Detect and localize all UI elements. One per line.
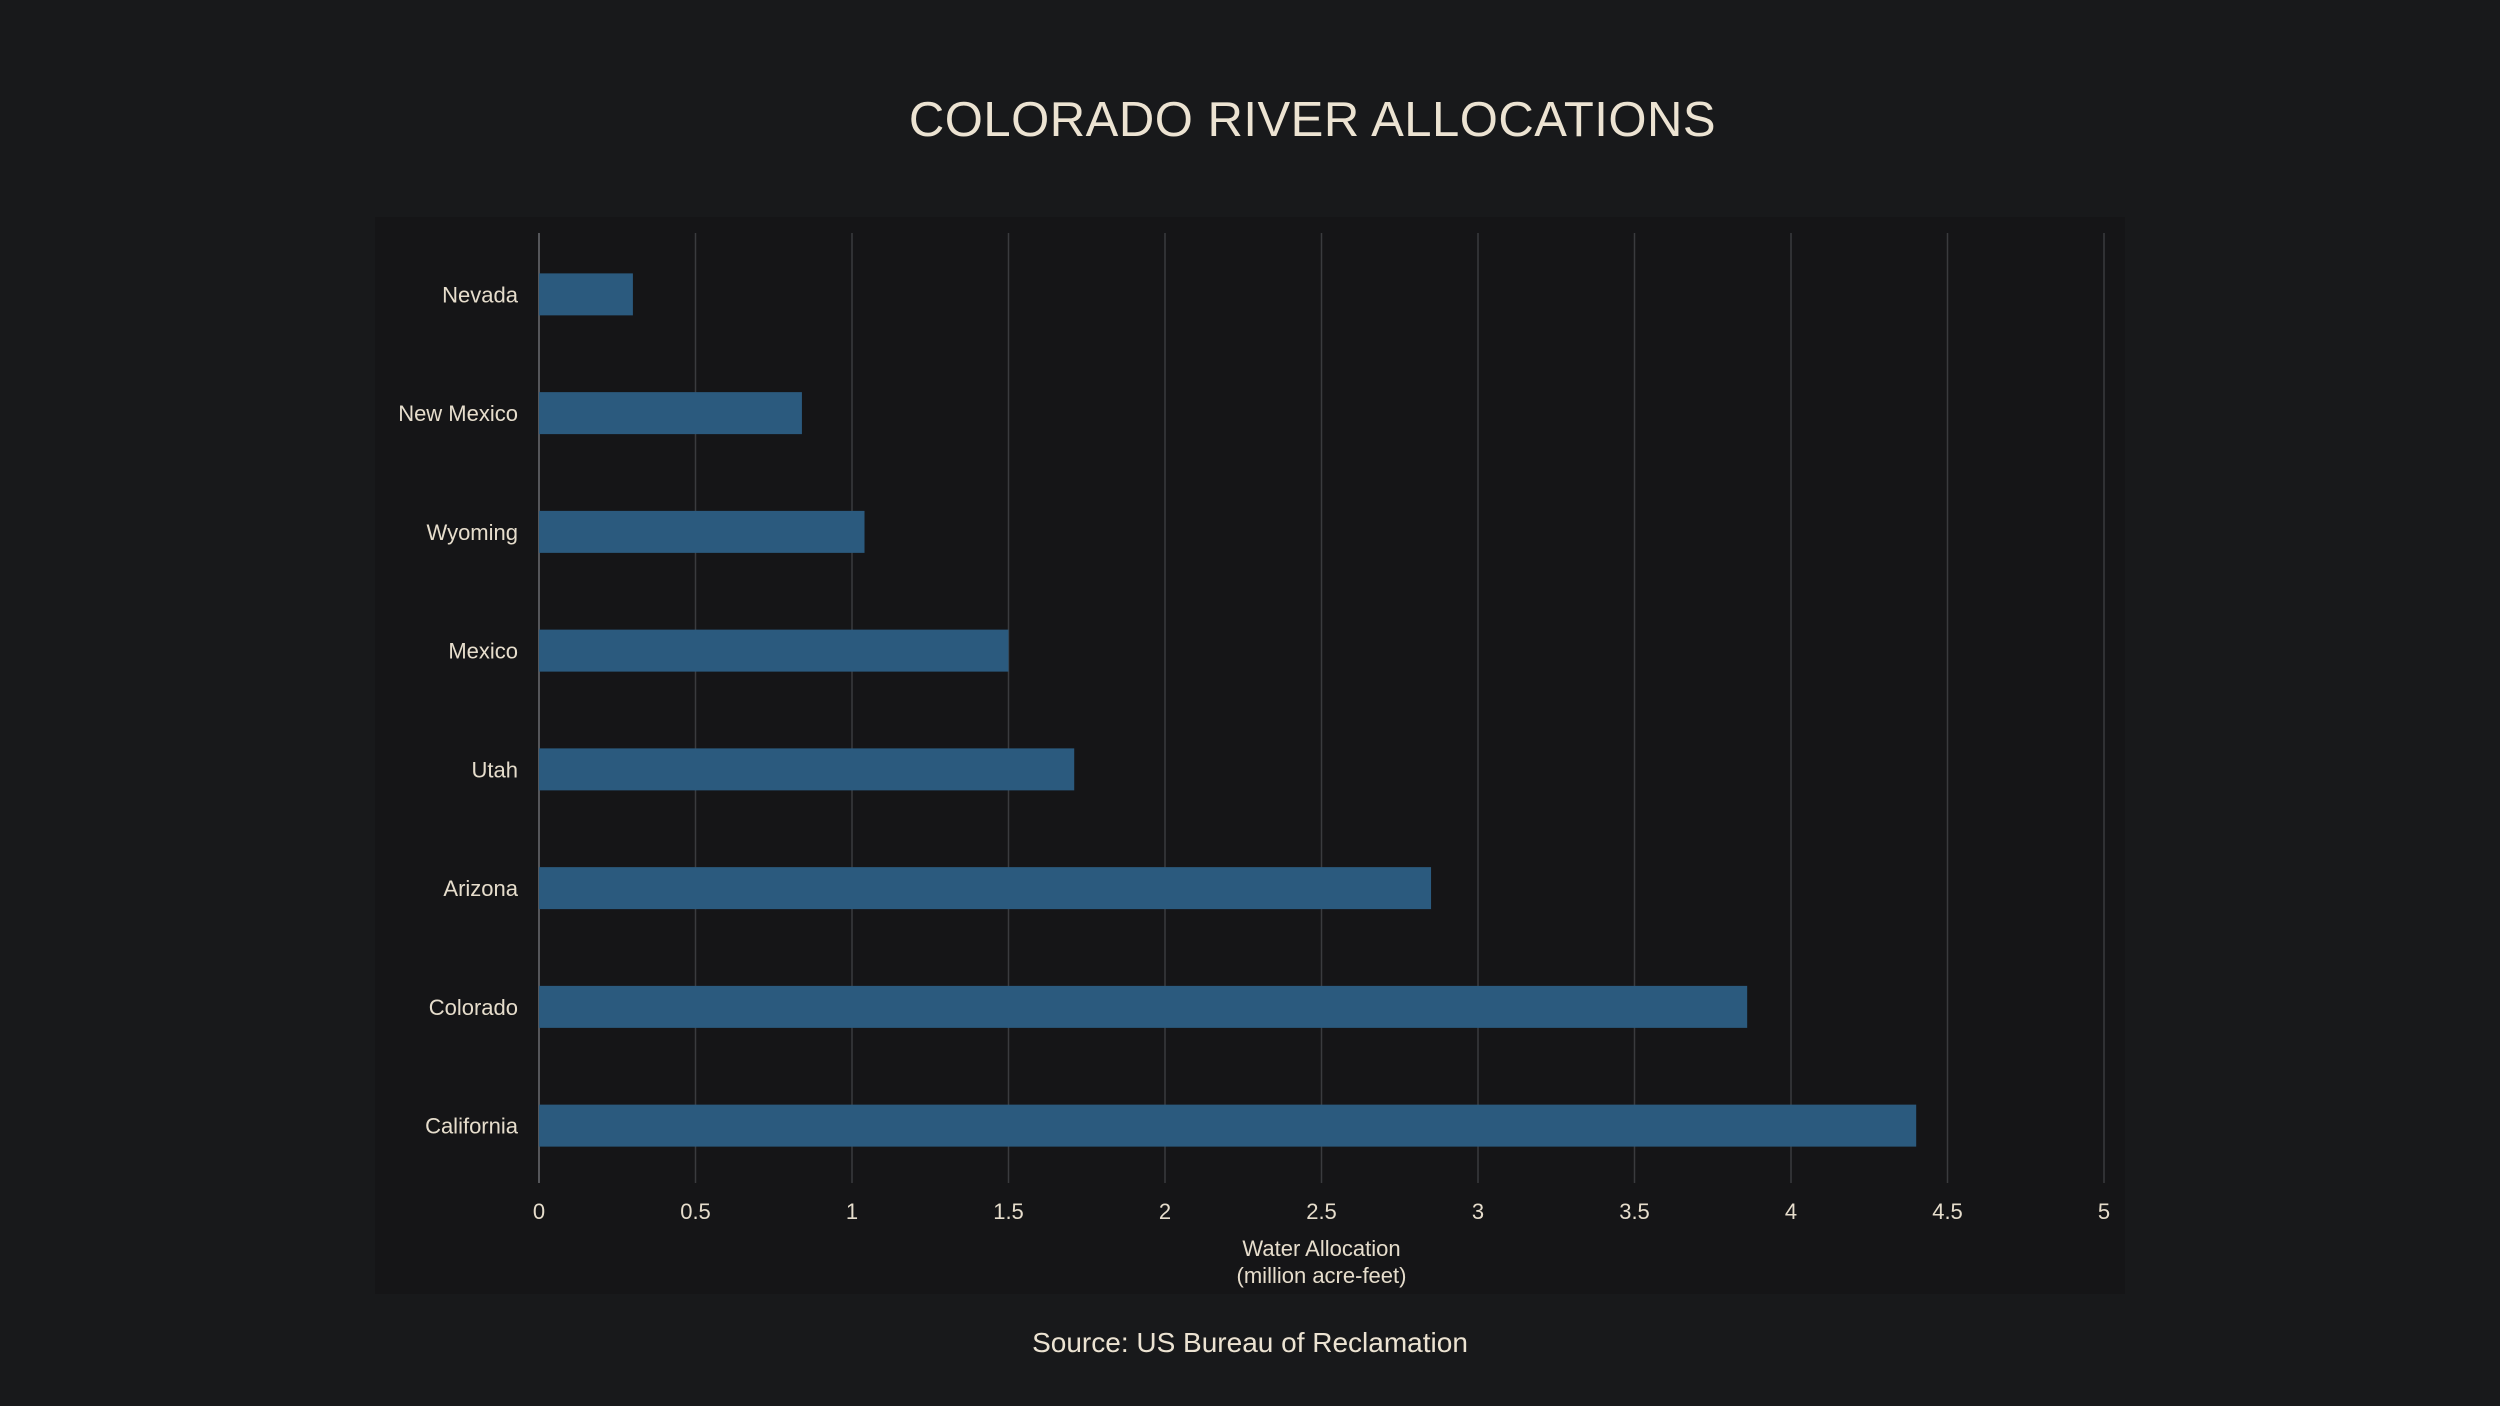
- x-tick-label: 3: [1472, 1199, 1484, 1224]
- x-tick-label: 4: [1785, 1199, 1797, 1224]
- category-label: Colorado: [429, 995, 518, 1020]
- x-tick-label: 0: [533, 1199, 545, 1224]
- bars: [539, 273, 1917, 1147]
- x-axis-subtitle: (million acre-feet): [1237, 1263, 1407, 1288]
- x-tick-label: 4.5: [1932, 1199, 1963, 1224]
- bar-chart: Nevada New Mexico Wyoming Mexico Utah Arizona…: [398, 233, 2110, 1288]
- bar-mexico: [539, 629, 1009, 672]
- x-tick-label: 5: [2098, 1199, 2110, 1224]
- chart-title: COLORADO RIVER ALLOCATIONS: [908, 93, 1717, 147]
- x-tick-labels: 0 0.5 1 1.5 2 2.5 3 3.5 4 4.5 5: [533, 1199, 2110, 1224]
- x-tick-label: 1.5: [993, 1199, 1024, 1224]
- x-tick-label: 2.5: [1306, 1199, 1337, 1224]
- category-label: Wyoming: [427, 520, 519, 545]
- source-note: Source: US Bureau of Reclamation: [1032, 1327, 1468, 1358]
- category-label: Mexico: [448, 639, 518, 664]
- bar-california: [539, 1104, 1917, 1147]
- grid-lines: [538, 233, 2105, 1183]
- x-tick-label: 3.5: [1619, 1199, 1650, 1224]
- category-label: Utah: [472, 757, 518, 782]
- bar-wyoming: [539, 510, 865, 553]
- x-tick-label: 0.5: [680, 1199, 711, 1224]
- category-label: Nevada: [442, 282, 519, 307]
- chart-panel: Nevada New Mexico Wyoming Mexico Utah Arizona…: [375, 217, 2125, 1294]
- category-label: California: [425, 1114, 519, 1139]
- x-axis-title: Water Allocation: [1242, 1236, 1400, 1261]
- x-tick-label: 1: [846, 1199, 858, 1224]
- bar-utah: [539, 748, 1075, 791]
- bar-colorado: [539, 985, 1748, 1028]
- x-tick-label: 2: [1159, 1199, 1171, 1224]
- bar-new-mexico: [539, 392, 802, 435]
- category-label: New Mexico: [398, 401, 518, 426]
- bar-arizona: [539, 867, 1432, 910]
- category-labels: Nevada New Mexico Wyoming Mexico Utah Arizona…: [398, 282, 519, 1138]
- bar-nevada: [539, 273, 633, 316]
- category-label: Arizona: [443, 876, 518, 901]
